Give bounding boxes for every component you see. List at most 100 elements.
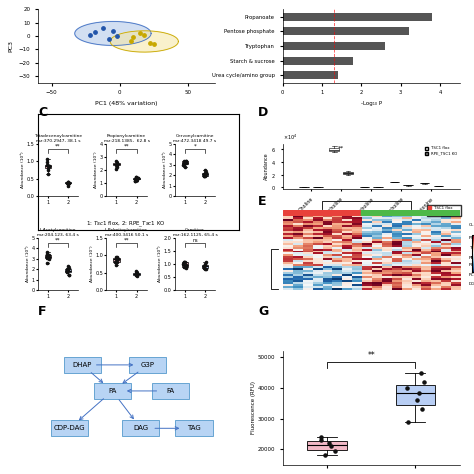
Point xyxy=(113,32,121,40)
FancyBboxPatch shape xyxy=(122,420,159,436)
Y-axis label: Abundance (10⁷): Abundance (10⁷) xyxy=(90,246,94,283)
Point xyxy=(133,267,140,274)
X-axis label: PC1 (48% variation): PC1 (48% variation) xyxy=(95,101,158,106)
Point xyxy=(43,161,51,169)
Point xyxy=(43,251,50,258)
Point xyxy=(112,165,120,173)
Point xyxy=(202,265,210,273)
Point xyxy=(201,173,208,180)
Point xyxy=(113,258,121,266)
Point xyxy=(91,28,99,36)
Text: PA: PA xyxy=(108,388,117,394)
Point xyxy=(418,406,426,413)
Point xyxy=(182,264,190,271)
Point xyxy=(180,258,188,265)
PathPatch shape xyxy=(133,273,140,275)
PathPatch shape xyxy=(329,148,339,151)
Text: TG: TG xyxy=(469,246,474,250)
Point xyxy=(114,255,121,262)
PathPatch shape xyxy=(133,178,140,180)
Point xyxy=(43,255,51,262)
Text: PG: PG xyxy=(469,263,474,267)
Point xyxy=(413,396,421,404)
Point xyxy=(64,178,72,185)
Bar xyxy=(283,210,361,216)
Point xyxy=(180,260,187,268)
FancyBboxPatch shape xyxy=(51,420,89,436)
Point xyxy=(200,264,208,272)
Bar xyxy=(283,27,409,36)
Text: **: ** xyxy=(124,144,129,149)
Point xyxy=(202,258,210,266)
Point xyxy=(403,384,411,392)
Point xyxy=(113,161,120,168)
Point xyxy=(65,264,73,272)
Text: *: * xyxy=(194,144,196,149)
Polygon shape xyxy=(75,21,151,46)
Point xyxy=(181,160,188,167)
Point xyxy=(46,163,53,170)
Text: **: ** xyxy=(55,144,61,149)
Point xyxy=(63,267,71,275)
Bar xyxy=(361,210,460,216)
Point xyxy=(132,173,140,181)
Point xyxy=(327,442,335,450)
Text: DHAP: DHAP xyxy=(73,362,92,368)
Point xyxy=(112,161,120,169)
Y-axis label: Abundance (10⁶): Abundance (10⁶) xyxy=(158,246,162,283)
PathPatch shape xyxy=(202,173,209,175)
Point xyxy=(86,31,93,38)
Point xyxy=(64,178,72,186)
Point xyxy=(65,180,73,187)
Point xyxy=(44,253,52,261)
FancyBboxPatch shape xyxy=(94,383,131,399)
Y-axis label: PC3: PC3 xyxy=(8,40,13,52)
Text: **: ** xyxy=(338,146,344,151)
Y-axis label: Abundance (10⁷): Abundance (10⁷) xyxy=(94,152,99,188)
FancyBboxPatch shape xyxy=(175,420,212,436)
PathPatch shape xyxy=(343,172,353,174)
Point xyxy=(137,30,144,37)
Text: PE: PE xyxy=(469,256,474,260)
Point xyxy=(182,159,190,166)
Legend: TSC1 flox, RPE_TSC1 KO: TSC1 flox, RPE_TSC1 KO xyxy=(424,146,458,156)
PathPatch shape xyxy=(182,263,188,267)
PathPatch shape xyxy=(113,163,120,165)
Text: D: D xyxy=(258,106,269,119)
Point xyxy=(45,163,52,170)
Text: G: G xyxy=(258,305,269,318)
Point xyxy=(321,452,328,459)
PathPatch shape xyxy=(65,182,72,183)
Point xyxy=(133,269,140,277)
PathPatch shape xyxy=(65,268,72,272)
Point xyxy=(133,175,141,182)
Point xyxy=(182,159,190,166)
Point xyxy=(129,34,137,41)
Point xyxy=(133,271,140,279)
Bar xyxy=(283,57,354,65)
PathPatch shape xyxy=(202,265,209,268)
Title: Carnitine
mz:162.1125, 65.4 s: Carnitine mz:162.1125, 65.4 s xyxy=(173,228,218,237)
Point xyxy=(134,174,141,182)
PathPatch shape xyxy=(113,258,120,262)
FancyBboxPatch shape xyxy=(129,357,166,373)
Text: C: C xyxy=(38,106,47,119)
Point xyxy=(201,260,209,267)
Point xyxy=(64,263,72,270)
Point xyxy=(150,40,158,48)
Point xyxy=(133,176,140,183)
Point xyxy=(182,261,190,269)
Point xyxy=(201,166,209,174)
PathPatch shape xyxy=(45,255,51,258)
Point xyxy=(44,170,52,178)
Point xyxy=(181,263,188,271)
Point xyxy=(43,252,51,260)
Point xyxy=(200,262,208,269)
Title: L-Acetylcarnitine
mz:204.123, 63.4 s: L-Acetylcarnitine mz:204.123, 63.4 s xyxy=(37,228,79,237)
Point xyxy=(112,157,120,164)
Point xyxy=(200,170,208,177)
Text: CDP-DAG: CDP-DAG xyxy=(54,425,86,431)
Point xyxy=(181,157,188,165)
Point xyxy=(43,259,51,267)
Point xyxy=(133,270,141,277)
